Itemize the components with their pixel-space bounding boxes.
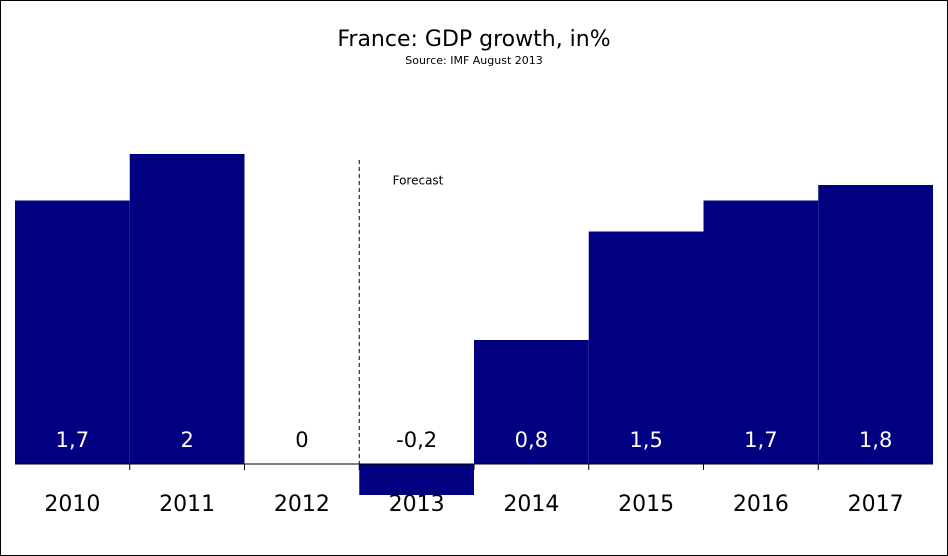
x-tick-label: 2017 xyxy=(848,492,904,517)
x-tick-label: 2014 xyxy=(503,492,559,517)
bar xyxy=(703,200,819,464)
x-tick-label: 2016 xyxy=(733,492,789,517)
value-label: 1,8 xyxy=(859,428,892,452)
x-tick-label: 2011 xyxy=(159,492,215,517)
x-tick-label: 2015 xyxy=(618,492,674,517)
value-label: -0,2 xyxy=(396,428,437,452)
value-label: 0 xyxy=(295,428,308,452)
value-label: 1,7 xyxy=(744,428,777,452)
bar xyxy=(474,340,589,464)
x-tick-label: 2012 xyxy=(274,492,330,517)
value-label: 1,7 xyxy=(56,428,89,452)
value-label: 1,5 xyxy=(629,428,662,452)
bar xyxy=(588,231,704,464)
value-label: 2 xyxy=(180,428,193,452)
bar xyxy=(129,154,245,464)
x-tick-label: 2013 xyxy=(389,492,445,517)
x-tick-label: 2010 xyxy=(44,492,100,517)
chart-subtitle: Source: IMF August 2013 xyxy=(405,54,543,67)
chart-title: France: GDP growth, in% xyxy=(337,27,610,52)
bar xyxy=(818,185,933,464)
bar xyxy=(359,464,474,495)
bar xyxy=(15,200,130,464)
value-label: 0,8 xyxy=(515,428,548,452)
annotation: Forecast xyxy=(393,174,444,188)
